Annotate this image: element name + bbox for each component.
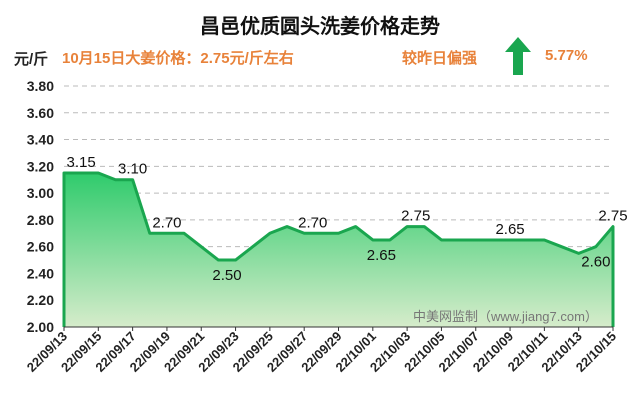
data-label: 2.50 (212, 267, 241, 284)
y-tick-label: 2.80 (27, 212, 54, 228)
data-label: 2.70 (152, 214, 181, 231)
series-line (62, 171, 615, 327)
y-tick-label: 3.60 (27, 105, 54, 121)
y-tick-label: 2.00 (27, 319, 54, 335)
change-percent: 5.77% (545, 47, 588, 64)
data-label: 3.15 (67, 154, 96, 171)
y-tick-label: 2.40 (27, 265, 54, 281)
price-note: 10月15日大姜价格：2.75元/斤左右 (62, 50, 294, 67)
chart-title: 昌邑优质圆头洗姜价格走势 (200, 16, 440, 38)
data-label: 2.60 (581, 254, 610, 271)
y-tick-label: 3.40 (27, 132, 54, 148)
y-tick-label: 3.20 (27, 158, 54, 174)
data-label: 2.75 (401, 208, 430, 225)
y-tick-label: 3.00 (27, 185, 54, 201)
data-label: 2.70 (298, 214, 327, 231)
data-label: 2.65 (367, 247, 396, 264)
data-label: 3.10 (118, 161, 147, 178)
data-label: 2.75 (598, 208, 627, 225)
y-tick-label: 3.80 (27, 78, 54, 94)
data-label: 2.65 (495, 221, 524, 238)
y-unit-label: 元/斤 (14, 51, 49, 68)
y-tick-label: 2.60 (27, 239, 54, 255)
arrow-up-icon (505, 37, 531, 80)
y-tick-label: 2.20 (27, 292, 54, 308)
area-fill (64, 173, 613, 327)
compare-label: 较昨日偏强 (402, 50, 478, 67)
watermark: 中美网监制（www.jiang7.com） (413, 309, 598, 324)
